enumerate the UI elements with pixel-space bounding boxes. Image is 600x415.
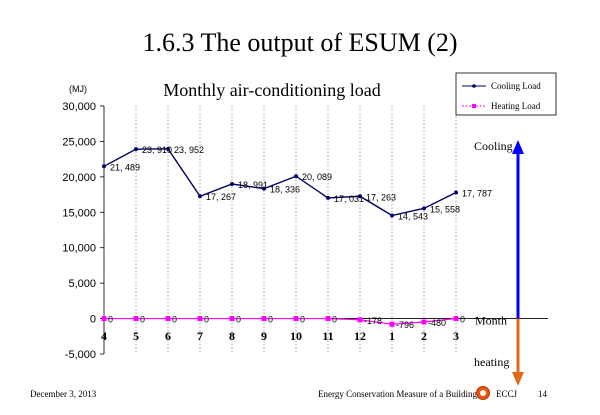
cooling-data-label: 17, 263 <box>366 192 396 202</box>
cooling-point <box>198 194 202 199</box>
legend-label-cooling: Cooling Load <box>491 81 541 91</box>
cooling-data-label: 21, 489 <box>110 162 140 172</box>
heating-data-label: 0 <box>236 315 241 325</box>
series-line-heating <box>104 317 457 325</box>
heating-point <box>293 316 299 322</box>
eccj-logo-icon <box>476 386 490 400</box>
legend: Cooling Load Heating Load <box>455 72 557 116</box>
y-tick-label: -5,000 <box>65 349 96 361</box>
chart-title: Monthly air-conditioning load <box>163 80 381 100</box>
heating-data-label: 0 <box>108 315 113 325</box>
y-tick-label: 5,000 <box>68 278 96 290</box>
heating-point <box>229 316 235 322</box>
cooling-data-label: 17, 787 <box>462 189 492 199</box>
cooling-data-label: 23, 952 <box>174 145 204 155</box>
cooling-data-label: 17, 267 <box>206 192 236 202</box>
footer-organization: Energy Conservation Measure of a Buildin… <box>318 389 478 399</box>
x-tick-label: 11 <box>322 329 333 343</box>
slide-title: 1.6.3 The output of ESUM (2) <box>142 28 458 57</box>
footer-page-number: 14 <box>538 389 547 399</box>
cooling-data-label: 14, 543 <box>398 212 428 222</box>
cooling-data-label: 17, 031 <box>334 194 364 204</box>
annotations: Cooling Month heating <box>474 139 524 386</box>
y-tick-label: 0 <box>90 314 96 326</box>
x-tick-label: 8 <box>229 329 235 343</box>
heating-point <box>453 316 459 322</box>
y-unit-label: (MJ) <box>69 84 87 94</box>
y-tick-label: 15,000 <box>62 207 96 219</box>
cooling-point <box>422 206 426 211</box>
cooling-point <box>166 146 170 151</box>
heating-point <box>197 316 203 322</box>
cooling-data-label: 23, 910 <box>142 145 172 155</box>
heating-point <box>357 317 363 323</box>
heating-arrow-head-icon <box>512 372 524 386</box>
heating-point <box>325 316 331 322</box>
footer-date: December 3, 2013 <box>30 389 97 399</box>
x-tick-label: 4 <box>101 329 107 343</box>
y-tick-label: 30,000 <box>62 101 96 113</box>
cooling-point <box>262 186 266 191</box>
heating-point <box>101 316 107 322</box>
heating-data-label: 0 <box>332 315 337 325</box>
x-tick-label: 9 <box>261 329 267 343</box>
month-annotation: Month <box>475 314 507 328</box>
cooling-point <box>358 194 362 199</box>
cooling-point <box>454 190 458 195</box>
heating-point <box>261 316 267 322</box>
cooling-point <box>102 164 106 169</box>
heating-data-label: 0 <box>268 315 273 325</box>
cooling-annotation: Cooling <box>474 139 513 153</box>
cooling-data-label: 18, 336 <box>270 185 300 195</box>
x-tick-label: 3 <box>453 329 459 343</box>
x-tick-label: 6 <box>165 329 171 343</box>
footer-logo-text: ECCJ <box>496 389 518 399</box>
cooling-data-label: 18, 991 <box>238 180 268 190</box>
heating-data-label: -178 <box>364 316 382 326</box>
y-tick-label: 10,000 <box>62 243 96 255</box>
grid-lines <box>103 106 457 354</box>
heating-data-label: 0 <box>460 315 465 325</box>
cooling-point <box>230 182 234 187</box>
x-tick-label: 2 <box>421 329 427 343</box>
legend-marker-heating <box>472 104 476 108</box>
series-line-cooling <box>103 148 457 217</box>
x-tick-label: 5 <box>133 329 139 343</box>
x-tick-label: 1 <box>389 329 395 343</box>
x-tick-label: 10 <box>290 329 302 343</box>
heating-data-label: -796 <box>396 320 414 330</box>
heating-data-label: -480 <box>428 318 446 328</box>
heating-point <box>133 316 139 322</box>
heating-data-label: 0 <box>204 315 209 325</box>
cooling-point <box>326 195 330 200</box>
cooling-point <box>390 213 394 218</box>
heating-annotation: heating <box>474 355 509 369</box>
legend-marker-cooling <box>472 84 476 88</box>
cooling-point <box>294 174 298 179</box>
cooling-data-label: 20, 089 <box>302 172 332 182</box>
heating-data-label: 0 <box>140 315 145 325</box>
y-tick-label: 20,000 <box>62 172 96 184</box>
heating-point <box>389 321 395 327</box>
x-tick-label: 7 <box>197 329 203 343</box>
heating-data-label: 0 <box>300 315 305 325</box>
axes: -5,000 0 5,000 10,000 15,000 20,000 25,000 30,0… <box>62 101 548 361</box>
x-tick-label: 12 <box>354 329 366 343</box>
y-tick-label: 25,000 <box>62 136 96 148</box>
cooling-point <box>134 147 138 152</box>
series-layer <box>101 146 459 327</box>
legend-label-heating: Heating Load <box>491 101 541 111</box>
heating-point <box>165 316 171 322</box>
cooling-data-label: 15, 558 <box>430 204 460 214</box>
heating-data-label: 0 <box>172 315 177 325</box>
heating-point <box>421 319 427 325</box>
cooling-arrow-head-icon <box>512 140 524 154</box>
